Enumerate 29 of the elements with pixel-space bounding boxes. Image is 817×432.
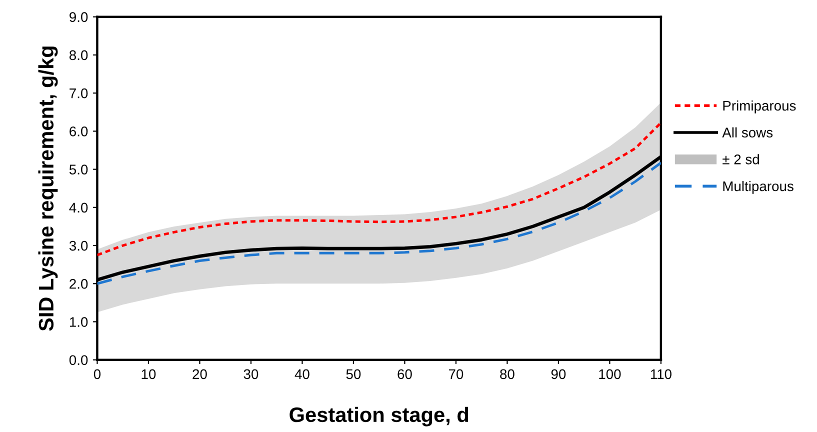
y-tick-label: 0.0 <box>69 355 88 366</box>
x-tick-label: 0 <box>94 369 101 380</box>
y-tick-label: 2.0 <box>70 278 88 289</box>
legend-label: Primiparous <box>723 100 796 114</box>
y-tick-label: 7.0 <box>70 88 88 98</box>
y-axis-title: SID Lysine requirement, g/kg <box>38 46 58 331</box>
line-series <box>97 122 661 256</box>
y-tick-label: 1.0 <box>70 317 88 327</box>
y-tick-label: 5.0 <box>69 164 88 174</box>
x-tick-label: 60 <box>398 369 412 380</box>
text: ± 2 sd <box>722 154 759 164</box>
x-tick-label: 90 <box>551 369 566 380</box>
y-tick-label: 4.0 <box>69 202 88 213</box>
x-axis-title: Gestation stage, d <box>290 406 468 426</box>
y-tick-label: 3.0 <box>69 240 88 251</box>
x-tick-label: 80 <box>500 369 514 380</box>
x-tick-label: 30 <box>244 369 258 380</box>
y-tick-label: 8.0 <box>69 50 88 60</box>
legend-label: Multiparous <box>723 180 794 194</box>
x-tick-label: 110 <box>650 369 672 380</box>
legend-label: All sows <box>722 127 773 138</box>
x-tick-label: 40 <box>294 369 310 380</box>
y-tick-label: 6.0 <box>70 126 88 136</box>
x-tick-label: 70 <box>448 369 464 380</box>
x-tick-label: 100 <box>599 369 621 380</box>
y-tick-label: 9.0 <box>70 12 88 22</box>
x-tick-label: 50 <box>346 369 361 380</box>
x-tick-label: 20 <box>192 369 207 380</box>
x-tick-label: 10 <box>142 369 156 380</box>
